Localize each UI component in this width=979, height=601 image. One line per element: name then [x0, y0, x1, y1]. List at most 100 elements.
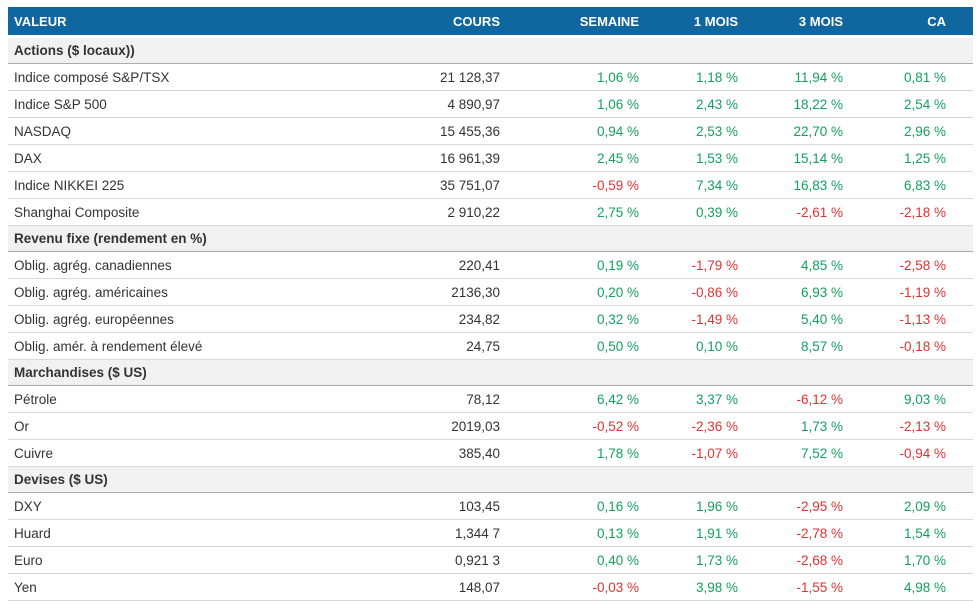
mois1-change-value: 3,98 % — [661, 573, 763, 601]
ca-change-value: 4,98 % — [868, 573, 973, 601]
ca-change-value: 6,83 % — [868, 171, 973, 199]
mois3-change-value: 6,93 % — [763, 278, 868, 306]
ca-change-value: 1,54 % — [868, 519, 973, 547]
mois1-change-value: 1,96 % — [661, 492, 763, 520]
mois3-change-value: 8,57 % — [763, 332, 868, 360]
semaine-change-value: 0,16 % — [515, 492, 661, 520]
table-row: Indice NIKKEI 225 35 751,07 -0,59 % 7,34 % 1… — [8, 171, 973, 199]
column-header-cours: COURS — [425, 7, 515, 38]
mois1-change-value: -0,86 % — [661, 278, 763, 306]
mois3-change-value: -2,61 % — [763, 198, 868, 226]
instrument-label: Oblig. agrég. américaines — [8, 278, 425, 306]
table-row: DAX 16 961,39 2,45 % 1,53 % 15,14 % 1,25 % — [8, 144, 973, 172]
mois1-change-value: 3,37 % — [661, 385, 763, 413]
cours-value: 2019,03 — [425, 412, 515, 440]
cours-value: 103,45 — [425, 492, 515, 520]
mois3-change-value: -2,95 % — [763, 492, 868, 520]
semaine-change-value: 0,32 % — [515, 305, 661, 333]
cours-value: 21 128,37 — [425, 63, 515, 91]
semaine-change-value: 1,06 % — [515, 63, 661, 91]
semaine-change-value: 2,75 % — [515, 198, 661, 226]
mois3-change-value: -1,55 % — [763, 573, 868, 601]
semaine-change-value: 0,19 % — [515, 251, 661, 279]
instrument-label: Pétrole — [8, 385, 425, 413]
cours-value: 0,921 3 — [425, 546, 515, 574]
ca-change-value: 1,70 % — [868, 546, 973, 574]
instrument-label: Indice composé S&P/TSX — [8, 63, 425, 91]
column-header-3-mois: 3 MOIS — [763, 7, 868, 38]
table-row: Indice composé S&P/TSX 21 128,37 1,06 % 1,1… — [8, 63, 973, 91]
semaine-change-value: 0,13 % — [515, 519, 661, 547]
cours-value: 16 961,39 — [425, 144, 515, 172]
cours-value: 148,07 — [425, 573, 515, 601]
semaine-change-value: 0,40 % — [515, 546, 661, 574]
instrument-label: DAX — [8, 144, 425, 172]
instrument-label: Yen — [8, 573, 425, 601]
header-row: VALEUR COURS SEMAINE 1 MOIS 3 MOIS CA — [8, 7, 973, 38]
instrument-label: Or — [8, 412, 425, 440]
cours-value: 35 751,07 — [425, 171, 515, 199]
ca-change-value: 9,03 % — [868, 385, 973, 413]
instrument-label: NASDAQ — [8, 117, 425, 145]
ca-change-value: 2,09 % — [868, 492, 973, 520]
mois3-change-value: 22,70 % — [763, 117, 868, 145]
mois3-change-value: -6,12 % — [763, 385, 868, 413]
ca-change-value: 2,54 % — [868, 90, 973, 118]
cours-value: 24,75 — [425, 332, 515, 360]
instrument-label: DXY — [8, 492, 425, 520]
semaine-change-value: 0,20 % — [515, 278, 661, 306]
table-row: Oblig. agrég. canadiennes 220,41 0,19 % -1,… — [8, 251, 973, 279]
cours-value: 1,344 7 — [425, 519, 515, 547]
instrument-label: Indice S&P 500 — [8, 90, 425, 118]
mois3-change-value: 7,52 % — [763, 439, 868, 467]
cours-value: 2136,30 — [425, 278, 515, 306]
semaine-change-value: 6,42 % — [515, 385, 661, 413]
market-summary-table: VALEUR COURS SEMAINE 1 MOIS 3 MOIS CA Ac… — [8, 7, 973, 601]
ca-change-value: 1,25 % — [868, 144, 973, 172]
mois1-change-value: 1,73 % — [661, 546, 763, 574]
table-row: Huard 1,344 7 0,13 % 1,91 % -2,78 % 1,54 % — [8, 519, 973, 547]
column-header-semaine: SEMAINE — [515, 7, 661, 38]
ca-change-value: -2,58 % — [868, 251, 973, 279]
mois3-change-value: -2,68 % — [763, 546, 868, 574]
semaine-change-value: -0,59 % — [515, 171, 661, 199]
mois1-change-value: 0,10 % — [661, 332, 763, 360]
section-label: Revenu fixe (rendement en %) — [8, 225, 973, 252]
cours-value: 4 890,97 — [425, 90, 515, 118]
mois3-change-value: 18,22 % — [763, 90, 868, 118]
ca-change-value: -0,18 % — [868, 332, 973, 360]
table-row: DXY 103,45 0,16 % 1,96 % -2,95 % 2,09 % — [8, 492, 973, 520]
mois1-change-value: 2,43 % — [661, 90, 763, 118]
table-row: Cuivre 385,40 1,78 % -1,07 % 7,52 % -0,94 % — [8, 439, 973, 467]
cours-value: 15 455,36 — [425, 117, 515, 145]
section-row: Actions ($ locaux)) — [8, 36, 973, 64]
mois1-change-value: 1,53 % — [661, 144, 763, 172]
instrument-label: Oblig. agrég. européennes — [8, 305, 425, 333]
mois1-change-value: -1,79 % — [661, 251, 763, 279]
semaine-change-value: 2,45 % — [515, 144, 661, 172]
cours-value: 78,12 — [425, 385, 515, 413]
cours-value: 385,40 — [425, 439, 515, 467]
semaine-change-value: -0,52 % — [515, 412, 661, 440]
mois1-change-value: -1,07 % — [661, 439, 763, 467]
table-row: Pétrole 78,12 6,42 % 3,37 % -6,12 % 9,03 % — [8, 385, 973, 413]
column-header-ca: CA — [868, 7, 973, 38]
table-row: Euro 0,921 3 0,40 % 1,73 % -2,68 % 1,70 % — [8, 546, 973, 574]
ca-change-value: -0,94 % — [868, 439, 973, 467]
instrument-label: Cuivre — [8, 439, 425, 467]
semaine-change-value: 1,06 % — [515, 90, 661, 118]
ca-change-value: 2,96 % — [868, 117, 973, 145]
ca-change-value: -2,13 % — [868, 412, 973, 440]
mois3-change-value: 5,40 % — [763, 305, 868, 333]
section-label: Actions ($ locaux)) — [8, 36, 973, 64]
market-table-rows: Actions ($ locaux)) Indice composé S&P/TS… — [8, 36, 973, 601]
semaine-change-value: 0,50 % — [515, 332, 661, 360]
semaine-change-value: 0,94 % — [515, 117, 661, 145]
section-row: Marchandises ($ US) — [8, 359, 973, 386]
mois3-change-value: 15,14 % — [763, 144, 868, 172]
cours-value: 2 910,22 — [425, 198, 515, 226]
column-header-1-mois: 1 MOIS — [661, 7, 763, 38]
table-header: VALEUR COURS SEMAINE 1 MOIS 3 MOIS CA — [8, 7, 973, 38]
table-row: NASDAQ 15 455,36 0,94 % 2,53 % 22,70 % 2,96 % — [8, 117, 973, 145]
